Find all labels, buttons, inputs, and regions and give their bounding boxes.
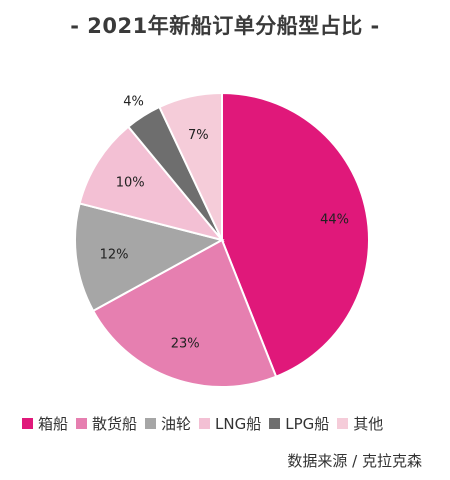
legend-swatch xyxy=(145,418,157,429)
legend-item-6: 其他 xyxy=(337,413,383,434)
legend-swatch xyxy=(337,418,349,429)
data-label-2: 23% xyxy=(171,336,200,351)
legend-swatch xyxy=(269,418,281,429)
data-label-5: 4% xyxy=(123,95,144,110)
pie-chart: 44% 23% 12% 10% 4% 7% xyxy=(74,91,370,388)
legend-label: LPG船 xyxy=(285,415,330,433)
pie-slice-2 xyxy=(91,238,278,388)
pie-slice-4 xyxy=(78,125,225,242)
data-label-1: 44% xyxy=(320,213,349,228)
data-label-6: 7% xyxy=(188,128,209,143)
legend-item-4: LNG船 xyxy=(199,413,261,434)
data-label-3: 12% xyxy=(100,248,129,263)
legend-label: 其他 xyxy=(353,415,384,433)
legend-swatch xyxy=(76,418,88,429)
data-label-4: 10% xyxy=(116,176,145,191)
legend-label: 箱船 xyxy=(38,415,69,433)
legend-item-1: 箱船 xyxy=(22,413,68,434)
legend-item-3: 油轮 xyxy=(145,413,191,434)
legend-swatch xyxy=(199,418,211,429)
legend-item-5: LPG船 xyxy=(269,413,329,434)
pie-slice-6 xyxy=(158,91,223,241)
legend-swatch xyxy=(22,418,33,429)
legend-label: 散货船 xyxy=(92,415,138,433)
chart-title: - 2021年新船订单分船型占比 - xyxy=(70,14,380,38)
chart-legend: 箱船 散货船 油轮 LNG船 LPG船 其他 xyxy=(22,413,442,434)
legend-item-2: 散货船 xyxy=(76,413,137,434)
pie-slice-3 xyxy=(74,202,225,313)
pie-slice-1 xyxy=(221,91,370,378)
legend-label: 油轮 xyxy=(161,415,192,433)
data-source: 数据来源 / 克拉克森 xyxy=(287,452,422,470)
legend-label: LNG船 xyxy=(215,415,262,433)
